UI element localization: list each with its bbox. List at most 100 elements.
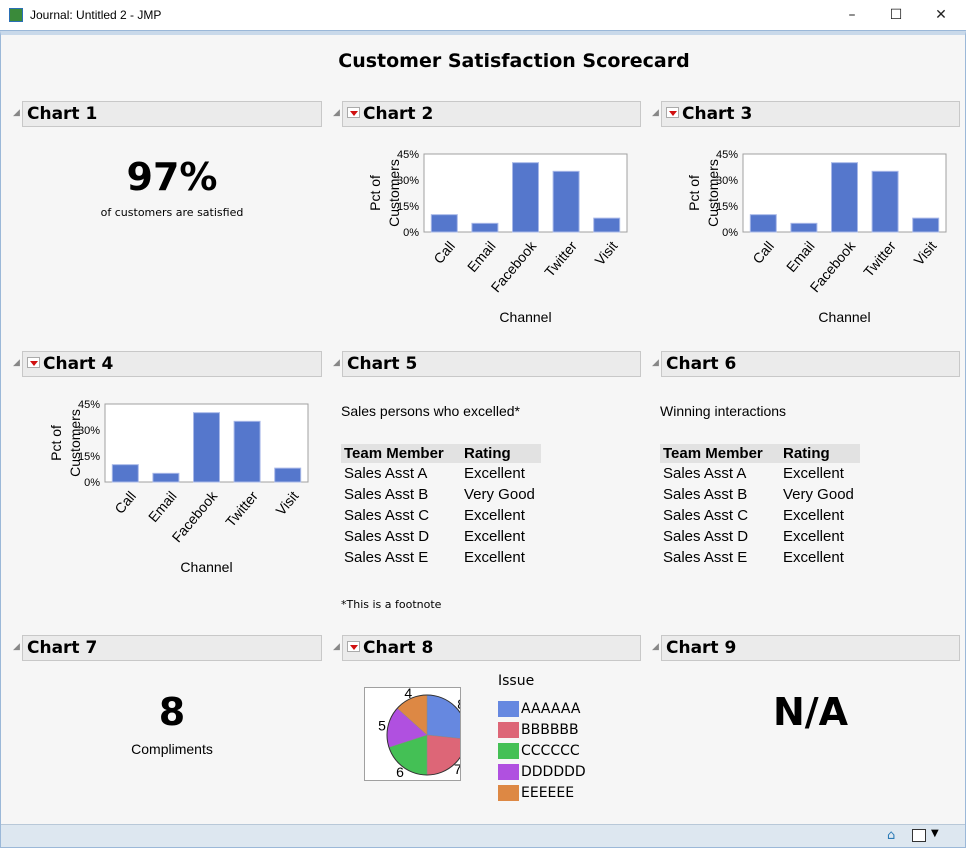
bar-twitter bbox=[871, 170, 899, 233]
issue-pie-chart: 8 7 6 5 4 bbox=[364, 687, 461, 781]
pie-slice-aaaaaa bbox=[426, 694, 460, 739]
maximize-button[interactable]: ☐ bbox=[889, 7, 903, 23]
legend-swatch bbox=[498, 784, 519, 801]
y-tick-label: 0% bbox=[84, 477, 100, 489]
x-tick-label: Visit bbox=[272, 488, 301, 518]
chart-4-header[interactable]: Chart 4 bbox=[22, 351, 322, 377]
legend-item: AAAAAA bbox=[498, 698, 586, 719]
na-value: N/A bbox=[772, 690, 849, 734]
pie-outline bbox=[386, 694, 460, 776]
chart-6-title: Chart 6 bbox=[666, 354, 737, 374]
bar-email bbox=[471, 222, 499, 233]
x-tick-label: Call bbox=[111, 488, 139, 517]
window-layout-icon[interactable] bbox=[912, 829, 926, 842]
disclosure-triangle-icon[interactable]: ◢ bbox=[13, 642, 20, 652]
column-header: Team Member bbox=[660, 444, 780, 463]
bar-visit bbox=[593, 217, 621, 233]
chart-2-title: Chart 2 bbox=[363, 104, 434, 124]
x-tick-label: Twitter bbox=[222, 488, 261, 530]
table-row: Sales Asst E Excellent bbox=[341, 547, 541, 568]
minimize-button[interactable]: – bbox=[848, 7, 856, 23]
chart-8-title: Chart 8 bbox=[363, 638, 434, 658]
legend-label: AAAAAA bbox=[521, 700, 581, 717]
chart-5-heading: Sales persons who excelled* bbox=[341, 403, 520, 419]
home-icon[interactable]: ⌂ bbox=[887, 828, 896, 843]
disclosure-triangle-icon[interactable]: ◢ bbox=[652, 358, 659, 368]
chart-2-header[interactable]: Chart 2 bbox=[342, 101, 641, 127]
red-triangle-menu-icon[interactable] bbox=[27, 356, 40, 368]
disclosure-triangle-icon[interactable]: ◢ bbox=[13, 108, 20, 118]
y-tick-label: 45% bbox=[78, 399, 100, 411]
chart-7-header[interactable]: Chart 7 bbox=[22, 635, 322, 661]
slice-label: 4 bbox=[404, 687, 412, 701]
table-cell: Excellent bbox=[783, 507, 844, 524]
chart-5-title: Chart 5 bbox=[347, 354, 418, 374]
bar-call bbox=[430, 214, 458, 233]
table-cell: Sales Asst E bbox=[663, 549, 748, 566]
chart-9-header[interactable]: Chart 9 bbox=[661, 635, 960, 661]
chart-8-header[interactable]: Chart 8 bbox=[342, 635, 641, 661]
red-triangle-menu-icon[interactable] bbox=[347, 106, 360, 118]
disclosure-triangle-icon[interactable]: ◢ bbox=[333, 358, 340, 368]
x-axis-label: Channel bbox=[499, 309, 551, 325]
bar-email bbox=[152, 472, 180, 483]
table-cell: Excellent bbox=[464, 465, 525, 482]
pie-legend: AAAAAA BBBBBB CCCCCC DDDDDD EEEEEE bbox=[498, 698, 586, 803]
slice-label: 8 bbox=[457, 696, 461, 712]
bar-call bbox=[111, 464, 139, 483]
table-cell: Sales Asst C bbox=[663, 507, 749, 524]
bar-facebook bbox=[512, 162, 539, 233]
disclosure-triangle-icon[interactable]: ◢ bbox=[652, 642, 659, 652]
chart-5-header[interactable]: Chart 5 bbox=[342, 351, 641, 377]
y-axis-label: Pct of bbox=[48, 425, 64, 461]
legend-item: EEEEEE bbox=[498, 782, 586, 803]
chart-6-heading: Winning interactions bbox=[660, 403, 787, 419]
title-bar: Journal: Untitled 2 - JMP – ☐ ✕ bbox=[0, 0, 966, 31]
red-triangle-menu-icon[interactable] bbox=[666, 106, 679, 118]
legend-swatch bbox=[498, 763, 519, 780]
table-row: Sales Asst E Excellent bbox=[660, 547, 860, 568]
table-row: Sales Asst C Excellent bbox=[660, 505, 860, 526]
y-tick-label: 0% bbox=[403, 227, 419, 239]
legend-swatch bbox=[498, 700, 519, 717]
legend-label: CCCCCC bbox=[521, 742, 580, 759]
red-triangle-menu-icon[interactable] bbox=[347, 640, 360, 652]
chevron-down-icon[interactable]: ▼ bbox=[931, 828, 939, 839]
disclosure-triangle-icon[interactable]: ◢ bbox=[333, 642, 340, 652]
disclosure-triangle-icon[interactable]: ◢ bbox=[13, 358, 20, 368]
chart-1-header[interactable]: Chart 1 bbox=[22, 101, 322, 127]
x-tick-label: Visit bbox=[910, 238, 939, 268]
column-header: Rating bbox=[461, 444, 541, 463]
x-tick-label: Email bbox=[145, 488, 180, 525]
table-cell: Sales Asst D bbox=[344, 528, 430, 545]
legend-swatch bbox=[498, 742, 519, 759]
legend-item: BBBBBB bbox=[498, 719, 586, 740]
x-tick-label: Twitter bbox=[541, 238, 580, 280]
y-axis-label: Customers bbox=[386, 159, 402, 227]
y-tick-label: 15% bbox=[78, 451, 100, 463]
table-cell: Excellent bbox=[783, 528, 844, 545]
table-cell: Sales Asst D bbox=[663, 528, 749, 545]
slice-label: 7 bbox=[454, 761, 461, 777]
disclosure-triangle-icon[interactable]: ◢ bbox=[652, 108, 659, 118]
disclosure-triangle-icon[interactable]: ◢ bbox=[333, 108, 340, 118]
status-bar: ⌂ ▼ bbox=[1, 824, 965, 847]
chart-3-header[interactable]: Chart 3 bbox=[661, 101, 960, 127]
chart-6-header[interactable]: Chart 6 bbox=[661, 351, 960, 377]
y-tick-label: 45% bbox=[397, 149, 419, 161]
close-button[interactable]: ✕ bbox=[935, 7, 947, 23]
window-title: Journal: Untitled 2 - JMP bbox=[30, 8, 162, 22]
page-title: Customer Satisfaction Scorecard bbox=[338, 50, 690, 72]
table-cell: Sales Asst C bbox=[344, 507, 430, 524]
legend-item: CCCCCC bbox=[498, 740, 586, 761]
bar-visit bbox=[912, 217, 940, 233]
legend-title: Issue bbox=[498, 673, 535, 689]
table-cell: Very Good bbox=[783, 486, 854, 503]
bar-facebook bbox=[193, 412, 220, 483]
chart-7-title: Chart 7 bbox=[27, 638, 98, 658]
y-tick-label: 15% bbox=[716, 201, 738, 213]
compliments-value: 8 bbox=[158, 690, 186, 734]
table-row: Sales Asst A Excellent bbox=[660, 463, 860, 484]
